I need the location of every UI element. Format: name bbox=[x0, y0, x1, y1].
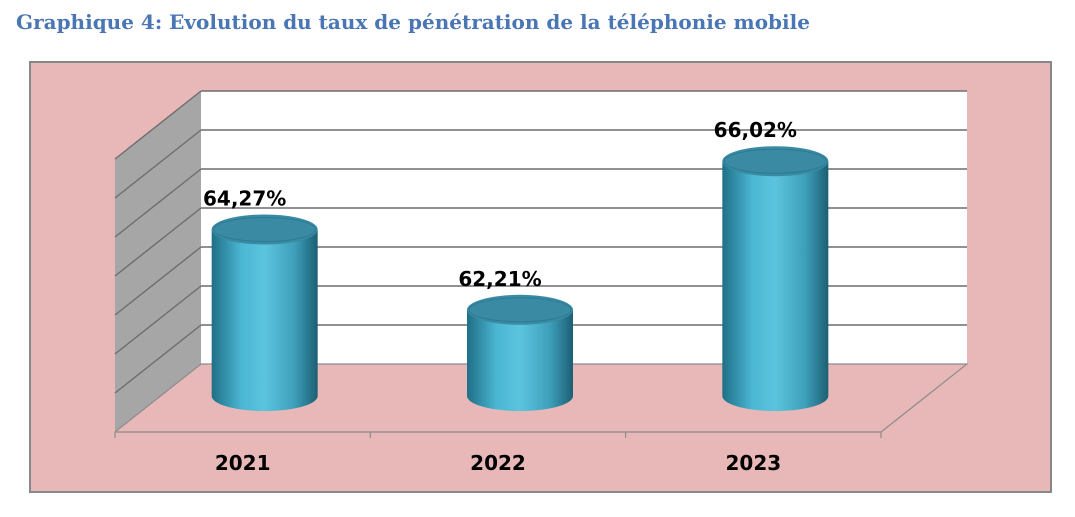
back-wall bbox=[201, 91, 967, 364]
bar-top-rim bbox=[723, 148, 827, 174]
bar-top bbox=[722, 146, 829, 177]
side-gridline bbox=[114, 168, 202, 238]
side-gridline bbox=[114, 285, 202, 355]
floor-edge bbox=[114, 363, 969, 433]
x-tick-label: 2021 bbox=[215, 451, 271, 475]
side-gridline bbox=[114, 90, 202, 160]
data-label: 64,27% bbox=[203, 186, 286, 210]
gridlines bbox=[114, 90, 967, 394]
bar bbox=[211, 214, 318, 411]
side-gridline bbox=[114, 129, 202, 199]
side-gridline bbox=[114, 246, 202, 316]
side-wall bbox=[115, 91, 201, 432]
data-label: 62,21% bbox=[458, 267, 541, 291]
bar-body bbox=[467, 309, 573, 411]
data-labels: 64,27% 62,21% 66,02% bbox=[203, 118, 797, 291]
bars bbox=[211, 146, 829, 411]
bar-top-rim bbox=[213, 216, 317, 242]
bar bbox=[722, 146, 829, 411]
chart-walls bbox=[115, 91, 967, 432]
side-gridline bbox=[114, 207, 202, 277]
bar bbox=[467, 294, 573, 411]
x-axis: 2021 2022 2023 bbox=[114, 431, 882, 475]
bar-top bbox=[467, 294, 573, 325]
data-label: 66,02% bbox=[714, 118, 797, 142]
bar-body bbox=[211, 229, 318, 411]
side-gridline bbox=[114, 324, 202, 394]
chart-frame: 64,27% 62,21% 66,02% 2021 2022 2023 bbox=[29, 61, 1052, 493]
x-tick-label: 2022 bbox=[470, 451, 526, 475]
bar-top-rim bbox=[468, 297, 572, 323]
bar-chart: 64,27% 62,21% 66,02% 2021 2022 2023 bbox=[114, 90, 969, 475]
bar-top bbox=[211, 214, 318, 245]
page-title: Graphique 4: Evolution du taux de pénétr… bbox=[16, 10, 810, 34]
bar-body bbox=[722, 161, 829, 411]
x-tick-label: 2023 bbox=[725, 451, 781, 475]
